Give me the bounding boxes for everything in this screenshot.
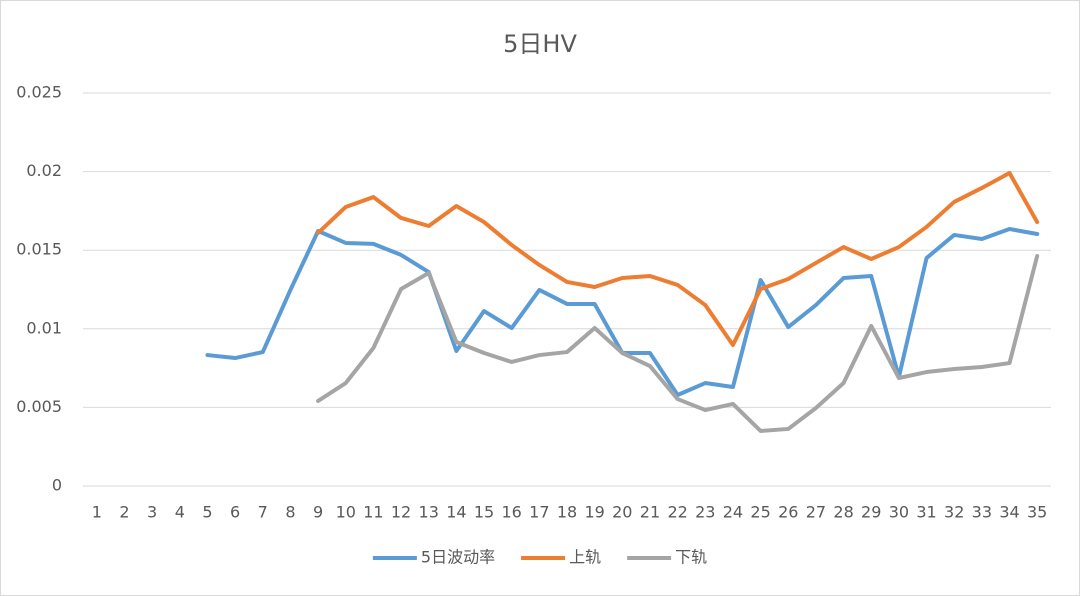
y-tick-label: 0.02	[26, 161, 62, 180]
x-tick-label: 28	[833, 503, 853, 522]
y-tick-label: 0.01	[26, 318, 62, 337]
x-tick-label: 23	[695, 503, 715, 522]
x-tick-label: 10	[336, 503, 356, 522]
x-tick-label: 15	[474, 503, 494, 522]
x-tick-label: 2	[119, 503, 129, 522]
x-tick-label: 8	[285, 503, 295, 522]
x-tick-label: 17	[529, 503, 549, 522]
x-tick-label: 6	[230, 503, 240, 522]
x-tick-label: 22	[667, 503, 687, 522]
x-tick-label: 19	[584, 503, 604, 522]
x-tick-label: 33	[972, 503, 992, 522]
x-tick-label: 24	[723, 503, 743, 522]
x-tick-label: 27	[806, 503, 826, 522]
x-tick-label: 34	[999, 503, 1019, 522]
legend-label: 上轨	[569, 548, 601, 567]
x-tick-label: 7	[258, 503, 268, 522]
x-tick-label: 11	[363, 503, 383, 522]
line-series	[316, 171, 1040, 347]
x-tick-label: 9	[313, 503, 323, 522]
x-tick-label: 14	[446, 503, 466, 522]
x-tick-label: 25	[750, 503, 770, 522]
x-tick-label: 35	[1027, 503, 1047, 522]
line-series	[316, 254, 1040, 433]
legend-label: 5日波动率	[421, 548, 495, 567]
y-tick-label: 0.025	[16, 83, 62, 102]
x-tick-label: 3	[147, 503, 157, 522]
x-tick-label: 13	[419, 503, 439, 522]
y-tick-label: 0	[52, 476, 62, 495]
x-tick-label: 4	[175, 503, 185, 522]
x-tick-label: 21	[640, 503, 660, 522]
chart-title: 5日HV	[503, 30, 577, 58]
x-tick-label: 1	[92, 503, 102, 522]
x-tick-label: 5	[202, 503, 212, 522]
x-tick-label: 18	[557, 503, 577, 522]
legend-label: 下轨	[675, 548, 707, 567]
x-tick-label: 16	[502, 503, 522, 522]
x-tick-label: 31	[916, 503, 936, 522]
y-tick-label: 0.005	[16, 397, 62, 416]
x-tick-label: 26	[778, 503, 798, 522]
x-tick-label: 30	[889, 503, 909, 522]
x-tick-label: 12	[391, 503, 411, 522]
x-tick-label: 29	[861, 503, 881, 522]
x-tick-label: 20	[612, 503, 632, 522]
x-tick-label: 32	[944, 503, 964, 522]
y-tick-label: 0.015	[16, 240, 62, 259]
